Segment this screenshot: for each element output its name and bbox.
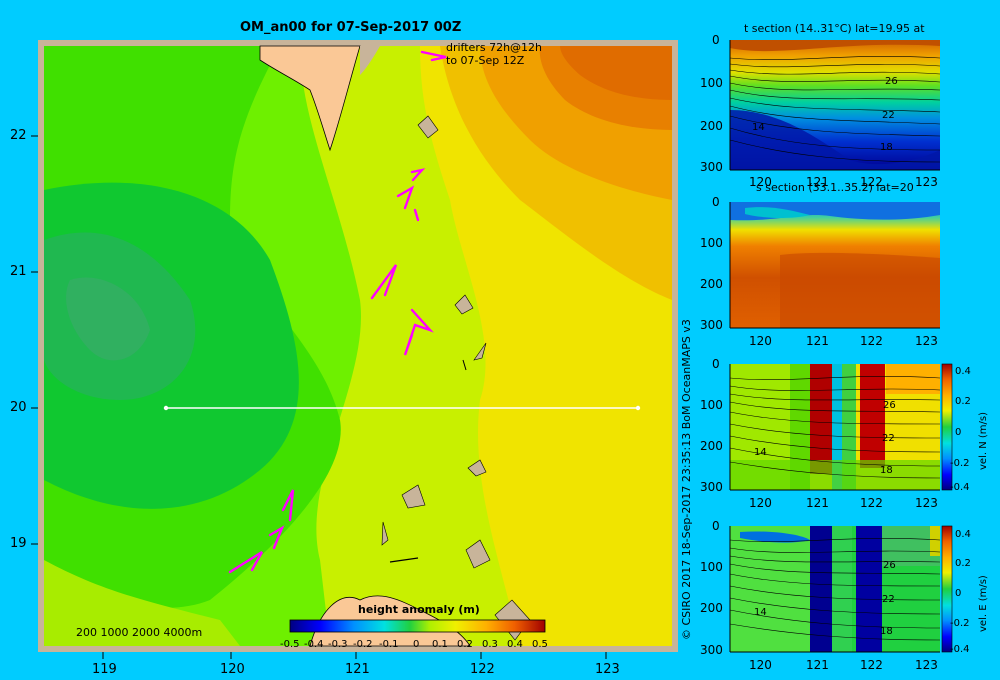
velocity-colorbar-tick: -0.2 bbox=[950, 618, 970, 629]
colorbar-tick: -0.4 bbox=[304, 639, 324, 650]
map-x-tick: 123 bbox=[595, 662, 620, 677]
panel-y-tick: 100 bbox=[700, 76, 723, 90]
map-y-tick: 19 bbox=[10, 536, 27, 551]
panel-x-tick: 121 bbox=[806, 334, 829, 348]
map-y-tick: 22 bbox=[10, 128, 27, 143]
colorbar-tick: 0.1 bbox=[432, 639, 448, 650]
velocity-colorbar-tick: 0 bbox=[955, 427, 962, 438]
colorbar-title: height anomaly (m) bbox=[358, 603, 480, 616]
contour-label: 14 bbox=[754, 447, 767, 458]
map-x-tick: 119 bbox=[92, 662, 117, 677]
contour-label: 26 bbox=[883, 400, 896, 411]
colorbar-tick: 0.3 bbox=[482, 639, 498, 650]
map-panel bbox=[31, 40, 678, 659]
drifters-label-line2: to 07-Sep 12Z bbox=[446, 54, 525, 67]
panel-x-tick: 123 bbox=[915, 175, 938, 189]
panel-y-tick: 200 bbox=[700, 119, 723, 133]
panel-x-tick: 123 bbox=[915, 334, 938, 348]
velocity-colorbar-tick: 0.4 bbox=[955, 366, 971, 377]
panel-y-tick: 200 bbox=[700, 601, 723, 615]
panel-x-tick: 123 bbox=[915, 658, 938, 672]
panel-y-tick: 0 bbox=[712, 195, 720, 209]
panel-x-tick: 121 bbox=[806, 175, 829, 189]
contour-label: 14 bbox=[754, 607, 767, 618]
panel-x-tick: 123 bbox=[915, 496, 938, 510]
panel-y-tick: 100 bbox=[700, 398, 723, 412]
panel-x-tick: 120 bbox=[749, 175, 772, 189]
velocity-colorbar-tick: 0.4 bbox=[955, 529, 971, 540]
panel-x-tick: 120 bbox=[749, 334, 772, 348]
contour-label: 22 bbox=[882, 594, 895, 605]
panel-x-tick: 122 bbox=[860, 658, 883, 672]
panel-y-tick: 0 bbox=[712, 33, 720, 47]
panel-y-tick: 200 bbox=[700, 439, 723, 453]
panel-x-tick: 122 bbox=[860, 496, 883, 510]
panel-x-tick: 121 bbox=[806, 496, 829, 510]
panel-x-tick: 122 bbox=[860, 334, 883, 348]
drifters-label-line1: drifters 72h@12h bbox=[446, 41, 543, 54]
colorbar-tick: -0.5 bbox=[280, 639, 300, 650]
drifter-tracks bbox=[228, 50, 447, 574]
velocity-colorbar-tick: -0.2 bbox=[950, 458, 970, 469]
panel-y-tick: 100 bbox=[700, 560, 723, 574]
map-title: OM_an00 for 07-Sep-2017 00Z bbox=[240, 20, 462, 35]
panel-y-tick: 100 bbox=[700, 236, 723, 250]
colorbar-tick: 0 bbox=[413, 639, 420, 650]
map-x-tick: 122 bbox=[470, 662, 495, 677]
velocity-colorbar-tick: -0.4 bbox=[950, 644, 970, 655]
contour-label: 18 bbox=[880, 142, 893, 153]
contour-label: 18 bbox=[880, 626, 893, 637]
panel-temperature-title: t section (14..31°C) lat=19.95 at bbox=[744, 22, 925, 35]
panel-y-tick: 300 bbox=[700, 643, 723, 657]
depth-legend: 200 1000 2000 4000m bbox=[76, 626, 203, 639]
panel-y-tick: 0 bbox=[712, 519, 720, 533]
colorbar-tick: 0.2 bbox=[457, 639, 473, 650]
panel-y-tick: 300 bbox=[700, 160, 723, 174]
panel-x-tick: 120 bbox=[749, 496, 772, 510]
height-colorbar bbox=[289, 619, 546, 633]
map-y-tick: 21 bbox=[10, 264, 27, 279]
colorbar-tick: 0.5 bbox=[532, 639, 548, 650]
velocity-colorbar-label: vel. E (m/s) bbox=[978, 575, 989, 632]
contour-label: 26 bbox=[883, 560, 896, 571]
panel-x-tick: 121 bbox=[806, 658, 829, 672]
colorbar-tick: -0.2 bbox=[353, 639, 373, 650]
contour-label: 18 bbox=[880, 465, 893, 476]
contour-label: 22 bbox=[882, 433, 895, 444]
panel-salinity bbox=[729, 202, 940, 329]
velocity-colorbar-tick: -0.4 bbox=[950, 482, 970, 493]
velocity-colorbar-tick: 0 bbox=[955, 588, 962, 599]
panel-x-tick: 120 bbox=[749, 658, 772, 672]
map-x-tick: 120 bbox=[220, 662, 245, 677]
colorbar-tick: -0.3 bbox=[328, 639, 348, 650]
credit-text: © CSIRO 2017 18-Sep-2017 23:35:13 BoM Oc… bbox=[680, 319, 693, 640]
map-y-tick: 20 bbox=[10, 400, 27, 415]
panel-y-tick: 300 bbox=[700, 480, 723, 494]
velocity-colorbar-tick: 0.2 bbox=[955, 558, 971, 569]
map-ticks bbox=[31, 135, 607, 659]
section-line bbox=[163, 405, 641, 411]
colorbar-tick: -0.1 bbox=[379, 639, 399, 650]
panel-y-tick: 0 bbox=[712, 357, 720, 371]
panel-vel-e bbox=[729, 525, 953, 653]
contour-label: 14 bbox=[752, 122, 765, 133]
panel-temperature bbox=[729, 40, 941, 171]
panel-salinity-title: s section (33.1..35.2) lat=20 bbox=[756, 181, 914, 194]
velocity-colorbar-label: vel. N (m/s) bbox=[978, 412, 989, 470]
panel-vel-n bbox=[729, 363, 953, 491]
velocity-colorbar-tick: 0.2 bbox=[955, 396, 971, 407]
panel-y-tick: 300 bbox=[700, 318, 723, 332]
contour-label: 22 bbox=[882, 110, 895, 121]
map-x-tick: 121 bbox=[345, 662, 370, 677]
colorbar-tick: 0.4 bbox=[507, 639, 523, 650]
panel-x-tick: 122 bbox=[860, 175, 883, 189]
contour-label: 26 bbox=[885, 76, 898, 87]
panel-y-tick: 200 bbox=[700, 277, 723, 291]
